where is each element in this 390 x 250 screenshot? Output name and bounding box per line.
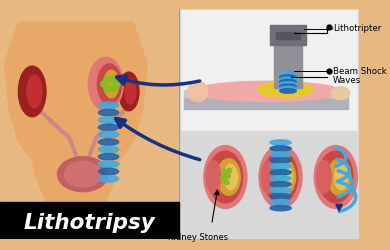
- Ellipse shape: [270, 164, 291, 169]
- Ellipse shape: [98, 102, 119, 108]
- Ellipse shape: [270, 146, 291, 151]
- Ellipse shape: [213, 187, 231, 204]
- Circle shape: [227, 168, 232, 173]
- Circle shape: [224, 180, 229, 184]
- Ellipse shape: [280, 75, 296, 80]
- Circle shape: [277, 169, 282, 174]
- Ellipse shape: [104, 70, 119, 98]
- Text: Kidney Stones: Kidney Stones: [168, 232, 228, 241]
- Ellipse shape: [208, 151, 243, 203]
- Ellipse shape: [259, 146, 302, 208]
- Ellipse shape: [279, 164, 292, 190]
- Ellipse shape: [280, 72, 296, 77]
- Ellipse shape: [98, 146, 119, 152]
- Ellipse shape: [98, 161, 119, 167]
- Bar: [276, 32, 300, 39]
- Ellipse shape: [98, 109, 119, 116]
- Ellipse shape: [119, 72, 139, 111]
- Ellipse shape: [270, 188, 291, 193]
- Ellipse shape: [270, 200, 291, 205]
- Bar: [274, 44, 302, 88]
- Circle shape: [113, 81, 120, 87]
- Ellipse shape: [206, 160, 221, 194]
- Ellipse shape: [261, 160, 276, 194]
- Ellipse shape: [270, 182, 291, 187]
- Ellipse shape: [331, 87, 349, 100]
- Bar: [269, 25, 307, 46]
- Circle shape: [278, 175, 282, 179]
- Ellipse shape: [263, 151, 298, 203]
- Bar: [184, 90, 348, 97]
- Ellipse shape: [270, 170, 291, 175]
- Circle shape: [222, 175, 227, 179]
- Ellipse shape: [98, 154, 119, 160]
- Ellipse shape: [280, 84, 296, 89]
- Ellipse shape: [193, 81, 340, 102]
- Ellipse shape: [272, 159, 296, 195]
- Ellipse shape: [98, 176, 119, 182]
- Ellipse shape: [270, 152, 291, 157]
- Ellipse shape: [27, 75, 42, 108]
- Circle shape: [104, 76, 110, 82]
- Ellipse shape: [88, 58, 123, 111]
- Circle shape: [222, 169, 226, 174]
- Ellipse shape: [125, 79, 136, 104]
- Ellipse shape: [64, 161, 101, 187]
- Ellipse shape: [270, 206, 291, 211]
- Ellipse shape: [204, 146, 247, 208]
- Ellipse shape: [18, 66, 46, 117]
- Circle shape: [110, 76, 117, 82]
- Ellipse shape: [317, 160, 331, 194]
- Bar: [181, 10, 357, 130]
- Ellipse shape: [224, 164, 237, 190]
- Ellipse shape: [328, 159, 351, 195]
- Ellipse shape: [280, 80, 296, 84]
- Ellipse shape: [217, 159, 240, 195]
- Ellipse shape: [57, 157, 108, 192]
- Circle shape: [276, 176, 280, 180]
- Circle shape: [220, 176, 225, 180]
- Ellipse shape: [98, 124, 119, 130]
- Text: Lithotripsy: Lithotripsy: [23, 213, 155, 233]
- Circle shape: [101, 81, 107, 87]
- Text: Lithotripter: Lithotripter: [333, 24, 381, 33]
- Ellipse shape: [319, 151, 353, 203]
- Bar: [184, 96, 348, 109]
- Ellipse shape: [98, 139, 119, 145]
- Ellipse shape: [98, 117, 119, 123]
- Ellipse shape: [280, 89, 296, 93]
- Circle shape: [280, 180, 284, 184]
- Ellipse shape: [98, 64, 121, 104]
- Ellipse shape: [212, 149, 232, 168]
- Circle shape: [282, 168, 287, 173]
- Bar: [179, 8, 359, 238]
- Text: Waves: Waves: [333, 76, 361, 85]
- Ellipse shape: [98, 132, 119, 138]
- Ellipse shape: [280, 82, 296, 86]
- Ellipse shape: [335, 164, 348, 190]
- Ellipse shape: [98, 168, 119, 175]
- Circle shape: [104, 86, 110, 92]
- Polygon shape: [5, 22, 147, 220]
- Ellipse shape: [267, 149, 287, 168]
- Ellipse shape: [314, 146, 357, 208]
- Circle shape: [188, 81, 208, 102]
- Ellipse shape: [270, 194, 291, 199]
- Ellipse shape: [270, 158, 291, 163]
- Ellipse shape: [268, 187, 287, 204]
- Ellipse shape: [270, 176, 291, 181]
- Circle shape: [226, 173, 230, 178]
- Ellipse shape: [280, 77, 296, 82]
- Ellipse shape: [270, 140, 291, 145]
- Ellipse shape: [323, 187, 342, 204]
- Bar: [0, 8, 179, 238]
- Ellipse shape: [280, 86, 296, 91]
- Bar: [0, 202, 179, 238]
- Circle shape: [281, 173, 285, 178]
- Circle shape: [110, 86, 117, 92]
- Text: Beam Shock: Beam Shock: [333, 67, 387, 76]
- Ellipse shape: [323, 149, 342, 168]
- Ellipse shape: [257, 81, 313, 98]
